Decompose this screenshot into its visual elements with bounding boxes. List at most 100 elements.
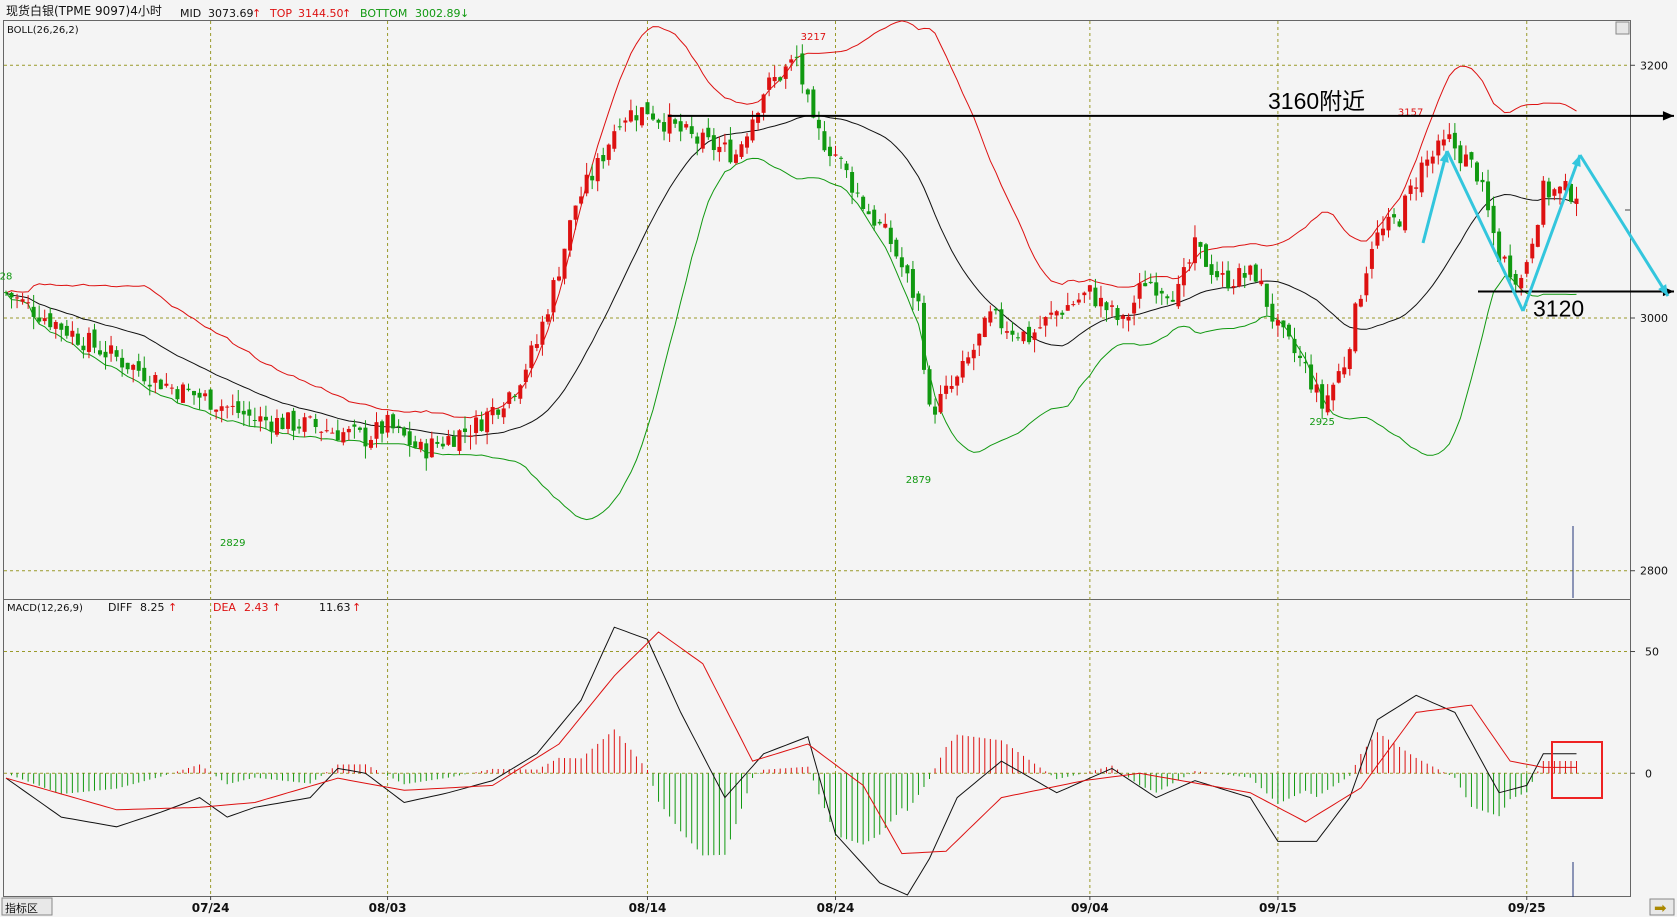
candle-body (651, 113, 656, 120)
candle-body (623, 120, 628, 123)
candle-body (1469, 152, 1474, 160)
candle-body (518, 385, 523, 399)
candle-body (208, 389, 213, 410)
diff-value: 8.25 (140, 601, 165, 614)
candle-body (374, 422, 379, 439)
candle-body (346, 428, 351, 433)
candle-body (523, 369, 528, 383)
candle-body (1110, 305, 1114, 307)
candle-body (153, 375, 158, 383)
scroll-corner[interactable] (1615, 21, 1630, 35)
candle-body (982, 317, 987, 338)
candle-body (1342, 367, 1347, 375)
candle-body (418, 441, 423, 450)
candle-body (667, 114, 672, 134)
candle-body (584, 174, 589, 194)
candle-body (1242, 273, 1247, 278)
candle-body (1463, 154, 1468, 167)
top-label: TOP (269, 7, 292, 20)
bottom-value: 3002.89 (415, 7, 461, 20)
candle-body (999, 309, 1004, 329)
candle-body (457, 430, 462, 451)
candle-body (1552, 189, 1557, 196)
candle-body (158, 379, 163, 390)
candle-body (114, 350, 119, 357)
x-axis: 07/24 08/03 08/14 08/24 09/04 09/15 09/25 (192, 896, 1546, 915)
candle-body (308, 416, 313, 418)
dea-value: 2.43 (244, 601, 269, 614)
candle-body (1380, 228, 1385, 236)
candle-body (767, 77, 772, 90)
candle-body (1425, 159, 1430, 166)
candle-body (490, 406, 495, 416)
candle-body (42, 318, 47, 322)
diff-arrow: ↑ (168, 601, 177, 614)
x-tick-label: 09/04 (1071, 901, 1109, 915)
candle-body (1369, 248, 1374, 269)
candle-body (1060, 312, 1065, 315)
candle-body (1414, 187, 1419, 189)
x-tick-label: 09/15 (1259, 901, 1297, 915)
candle-body (64, 325, 69, 336)
candle-body (142, 367, 147, 382)
candle-body (280, 417, 285, 430)
y-tick-label: 3000 (1640, 312, 1668, 325)
candle-body (1049, 312, 1054, 315)
candlesticks (4, 44, 1579, 471)
candle-body (955, 376, 960, 386)
candle-body (778, 77, 783, 81)
candle-body (833, 154, 838, 156)
dea-arrow: ↑ (272, 601, 281, 614)
candle-body (861, 196, 866, 209)
candle-body (263, 416, 268, 421)
candle-body (612, 131, 617, 149)
candle-body (363, 427, 368, 447)
grid-layer (4, 21, 1630, 896)
candle-body (695, 136, 700, 144)
candle-body (811, 89, 816, 118)
candle-body (1192, 237, 1197, 264)
candle-body (4, 292, 8, 294)
candle-body (1314, 384, 1319, 393)
candle-body (562, 248, 567, 279)
candle-body (1104, 302, 1109, 311)
candle-body (944, 385, 949, 394)
indicator-area-tab[interactable] (1, 897, 53, 916)
candle-body (1215, 271, 1220, 278)
candle-body (877, 221, 882, 224)
candle-body (313, 418, 318, 428)
candle-body (628, 110, 633, 122)
candle-body (103, 351, 108, 358)
candle-body (827, 146, 832, 157)
candle-body (53, 321, 58, 329)
candle-body (756, 112, 761, 123)
macd-value: 11.63 (319, 601, 351, 614)
candle-body (1535, 224, 1540, 247)
candle-body (1486, 181, 1491, 211)
candle-body (136, 361, 141, 371)
scroll-right-arrow-icon[interactable]: ➡ (1654, 899, 1667, 917)
candle-body (424, 443, 429, 459)
annotations: 3160附近 3120 (668, 88, 1674, 897)
candle-body (551, 280, 556, 313)
candle-body (789, 59, 794, 63)
candle-body (1264, 283, 1269, 307)
candle-body (1392, 214, 1397, 218)
scroll-right-button[interactable] (1649, 898, 1675, 916)
candle-body (850, 172, 855, 193)
candle-body (1132, 302, 1137, 314)
candle-body (1154, 282, 1159, 296)
chart-frame (3, 20, 1631, 897)
candle-body (1375, 232, 1380, 246)
cyan-up-arrow-1 (1421, 150, 1449, 244)
candle-body (1275, 320, 1280, 326)
candle-body (180, 384, 185, 403)
indicator-area-label[interactable]: 指标区 (5, 901, 38, 915)
candle-body (1098, 297, 1103, 307)
candle-body (700, 132, 705, 149)
boll-label: BOLL(26,26,2) (7, 25, 79, 36)
candle-body (131, 364, 136, 370)
candle-body (468, 435, 473, 438)
candle-body (783, 66, 788, 79)
candle-body (971, 349, 976, 359)
